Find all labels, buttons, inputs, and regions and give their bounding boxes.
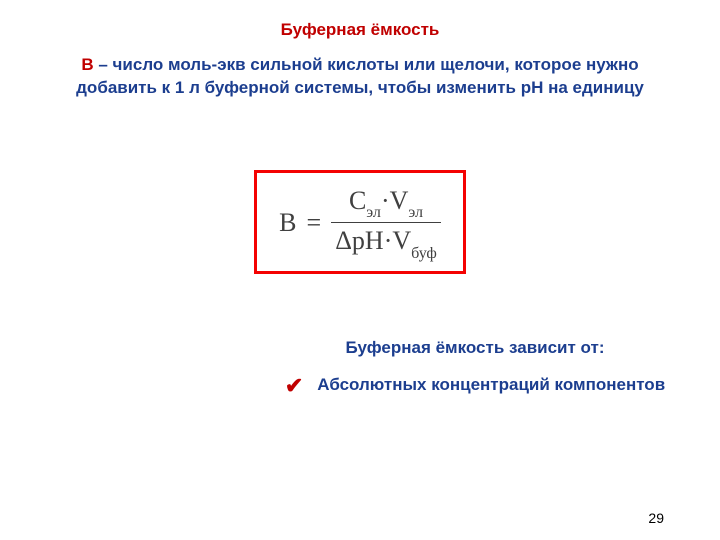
fraction-line	[331, 222, 441, 223]
num-dot: ·	[381, 186, 390, 215]
formula-box: B = Cэл·Vэл ΔpH·Vбуф	[254, 170, 466, 274]
formula: B = Cэл·Vэл ΔpH·Vбуф	[279, 185, 441, 261]
formula-denominator: ΔpH·Vбуф	[331, 225, 441, 261]
den-s2: буф	[411, 245, 437, 262]
depends-title: Буферная ёмкость зависит от:	[274, 338, 676, 358]
definition-symbol: В	[81, 55, 93, 74]
formula-numerator: Cэл·Vэл	[345, 185, 427, 221]
page-number: 29	[648, 510, 664, 526]
formula-equals: =	[307, 208, 322, 238]
num-t1: C	[349, 186, 366, 215]
num-t2: V	[390, 186, 409, 215]
formula-fraction: Cэл·Vэл ΔpH·Vбуф	[331, 185, 441, 261]
slide-title: Буферная ёмкость	[44, 20, 676, 40]
den-t1: ΔpH	[335, 226, 384, 255]
slide-container: Буферная ёмкость В – число моль-экв силь…	[0, 0, 720, 540]
bullet-row: ✔ Абсолютных концентраций компонентов	[274, 374, 676, 397]
num-s2: эл	[408, 204, 423, 221]
formula-lhs: B	[279, 208, 296, 238]
num-s1: эл	[366, 204, 381, 221]
depends-block: Буферная ёмкость зависит от: ✔ Абсолютны…	[44, 338, 676, 397]
checkmark-icon: ✔	[285, 375, 303, 397]
den-t2: V	[392, 226, 411, 255]
formula-container: B = Cэл·Vэл ΔpH·Vбуф	[44, 170, 676, 274]
definition-paragraph: В – число моль-экв сильной кислоты или щ…	[44, 54, 676, 100]
definition-text: – число моль-экв сильной кислоты или щел…	[76, 55, 644, 97]
bullet-text: Абсолютных концентраций компонентов	[317, 374, 665, 396]
